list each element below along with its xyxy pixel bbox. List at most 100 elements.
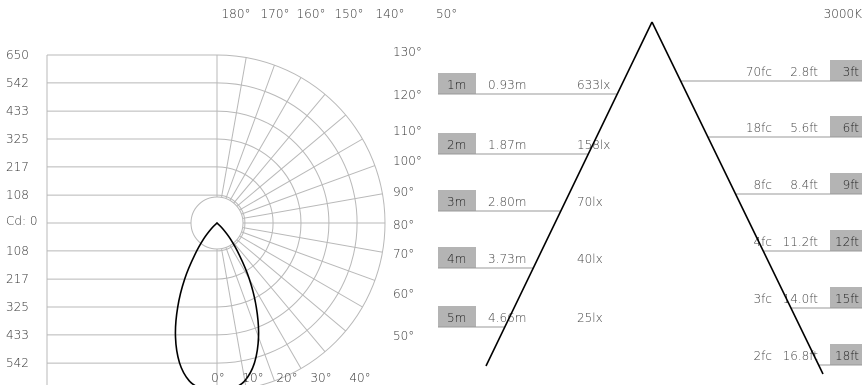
imperial-diameter: 8.4ft [790,178,818,192]
metric-distance-box [438,73,476,94]
polar-spoke [216,222,363,308]
polar-spoke [216,114,347,224]
angle-label-right: 100° [393,154,422,168]
polar-spoke [216,222,275,382]
angle-label-right: 90° [393,185,414,199]
beam-left-edge [485,21,653,367]
metric-illuminance: 70lx [577,195,603,209]
metric-distance: 5m [447,311,466,325]
color-temperature-label: 3000K [824,7,863,21]
angle-label-bottom: 0° [211,371,225,385]
metric-distance-box [438,133,476,154]
beam-angle-label: 50° [436,7,457,21]
polar-spoke [216,93,326,224]
angle-label-bottom: 20° [276,371,297,385]
polar-curve-group [174,221,260,389]
radial-tick-label: 433 [6,104,29,118]
imperial-diameter: 16.8ft [783,349,819,363]
metric-diameter: 4.66m [488,311,526,325]
imperial-diameter: 5.6ft [790,121,818,135]
imperial-illuminance: 70fc [746,65,772,79]
candela-curve [174,221,260,389]
imperial-illuminance: 3fc [754,292,772,306]
imperial-row: 3ft 2.8ft 70fc [680,60,862,82]
cone-rows: 1m 0.93m 633lx 2m 1.87m 158lx 3m 2.80m 70lx 4m 3.7… [438,60,862,366]
imperial-illuminance: 8fc [754,178,772,192]
polar-spoke [216,222,347,332]
beam-right-edge [651,21,824,375]
cd-zero-label: Cd: 0 [6,214,38,228]
imperial-illuminance: 2fc [754,349,772,363]
metric-distance-box [438,247,476,268]
angle-label-right: 120° [393,88,422,102]
radial-tick-label: 650 [6,48,29,62]
imperial-distance: 18ft [835,349,859,363]
angle-label-top: 140° [376,7,405,21]
polar-spoke [216,222,247,389]
radial-tick-label: 542 [6,356,29,370]
imperial-illuminance: 18fc [746,121,772,135]
imperial-row: 15ft 14.0ft 3fc [754,287,862,309]
angle-label-right: 60° [393,287,414,301]
polar-spoke [216,222,302,369]
metric-distance-box [438,306,476,327]
polar-spoke [216,77,302,224]
metric-illuminance: 158lx [577,138,610,152]
metric-distance: 4m [447,252,466,266]
imperial-distance: 3ft [843,65,860,79]
angle-label-right: 110° [393,124,422,138]
radial-tick-label: 108 [6,188,29,202]
metric-row: 2m 1.87m 158lx [438,133,610,155]
polar-spoke [216,64,275,224]
imperial-distance: 12ft [835,235,859,249]
imperial-distance-box [830,173,862,194]
metric-row: 1m 0.93m 633lx [438,73,618,95]
metric-diameter: 1.87m [488,138,526,152]
angle-label-right: 80° [393,218,414,232]
metric-diameter: 0.93m [488,78,526,92]
imperial-distance-box [830,287,862,308]
polar-candela-chart: Cd: 0 650 542 433 325 217 108 108 217 325 433 542 6… [0,0,432,389]
metric-distance: 1m [447,78,466,92]
radial-tick-label: 108 [6,244,29,258]
imperial-distance: 6ft [843,121,860,135]
angle-label-bottom: 40° [349,371,370,385]
polar-spoke [216,138,363,224]
angle-label-top: 170° [261,7,290,21]
angle-label-right: 130° [393,45,422,59]
polar-labels: Cd: 0 650 542 433 325 217 108 108 217 325 433 542 6… [6,7,422,389]
metric-illuminance: 40lx [577,252,603,266]
polar-spoke [216,222,326,353]
angle-label-top: 160° [297,7,326,21]
polar-spoke [216,222,383,253]
polar-chart-svg: Cd: 0 650 542 433 325 217 108 108 217 325 433 542 6… [6,7,422,389]
imperial-distance: 15ft [835,292,859,306]
polar-spoke [216,165,376,224]
polar-grid [46,54,386,389]
metric-diameter: 2.80m [488,195,526,209]
metric-diameter: 3.73m [488,252,526,266]
metric-distance-box [438,190,476,211]
imperial-diameter: 11.2ft [783,235,819,249]
polar-spoke [216,193,383,224]
metric-row: 4m 3.73m 40lx [438,247,603,269]
imperial-diameter: 2.8ft [790,65,818,79]
radial-tick-label: 217 [6,160,29,174]
metric-row: 5m 4.66m 25lx [438,306,603,328]
metric-distance: 3m [447,195,466,209]
angle-label-top: 180° [222,7,251,21]
imperial-row: 9ft 8.4ft 8fc [735,173,862,195]
radial-tick-label: 433 [6,328,29,342]
imperial-distance: 9ft [843,178,860,192]
radial-tick-label: 217 [6,272,29,286]
angle-label-right: 50° [393,329,414,343]
metric-illuminance: 633lx [577,78,610,92]
imperial-row: 18ft 16.8ft 2fc [754,344,862,366]
imperial-distance-box [830,344,862,365]
radial-tick-label: 325 [6,300,29,314]
imperial-row: 6ft 5.6ft 18fc [707,116,862,138]
imperial-diameter: 14.0ft [783,292,819,306]
metric-row: 3m 2.80m 70lx [438,190,603,212]
imperial-illuminance: 4fc [754,235,772,249]
beam-cone-chart: 50° 3000K 1m 0.93m 633lx 2m 1.87m 158lx 3m 2.80… [432,0,866,385]
